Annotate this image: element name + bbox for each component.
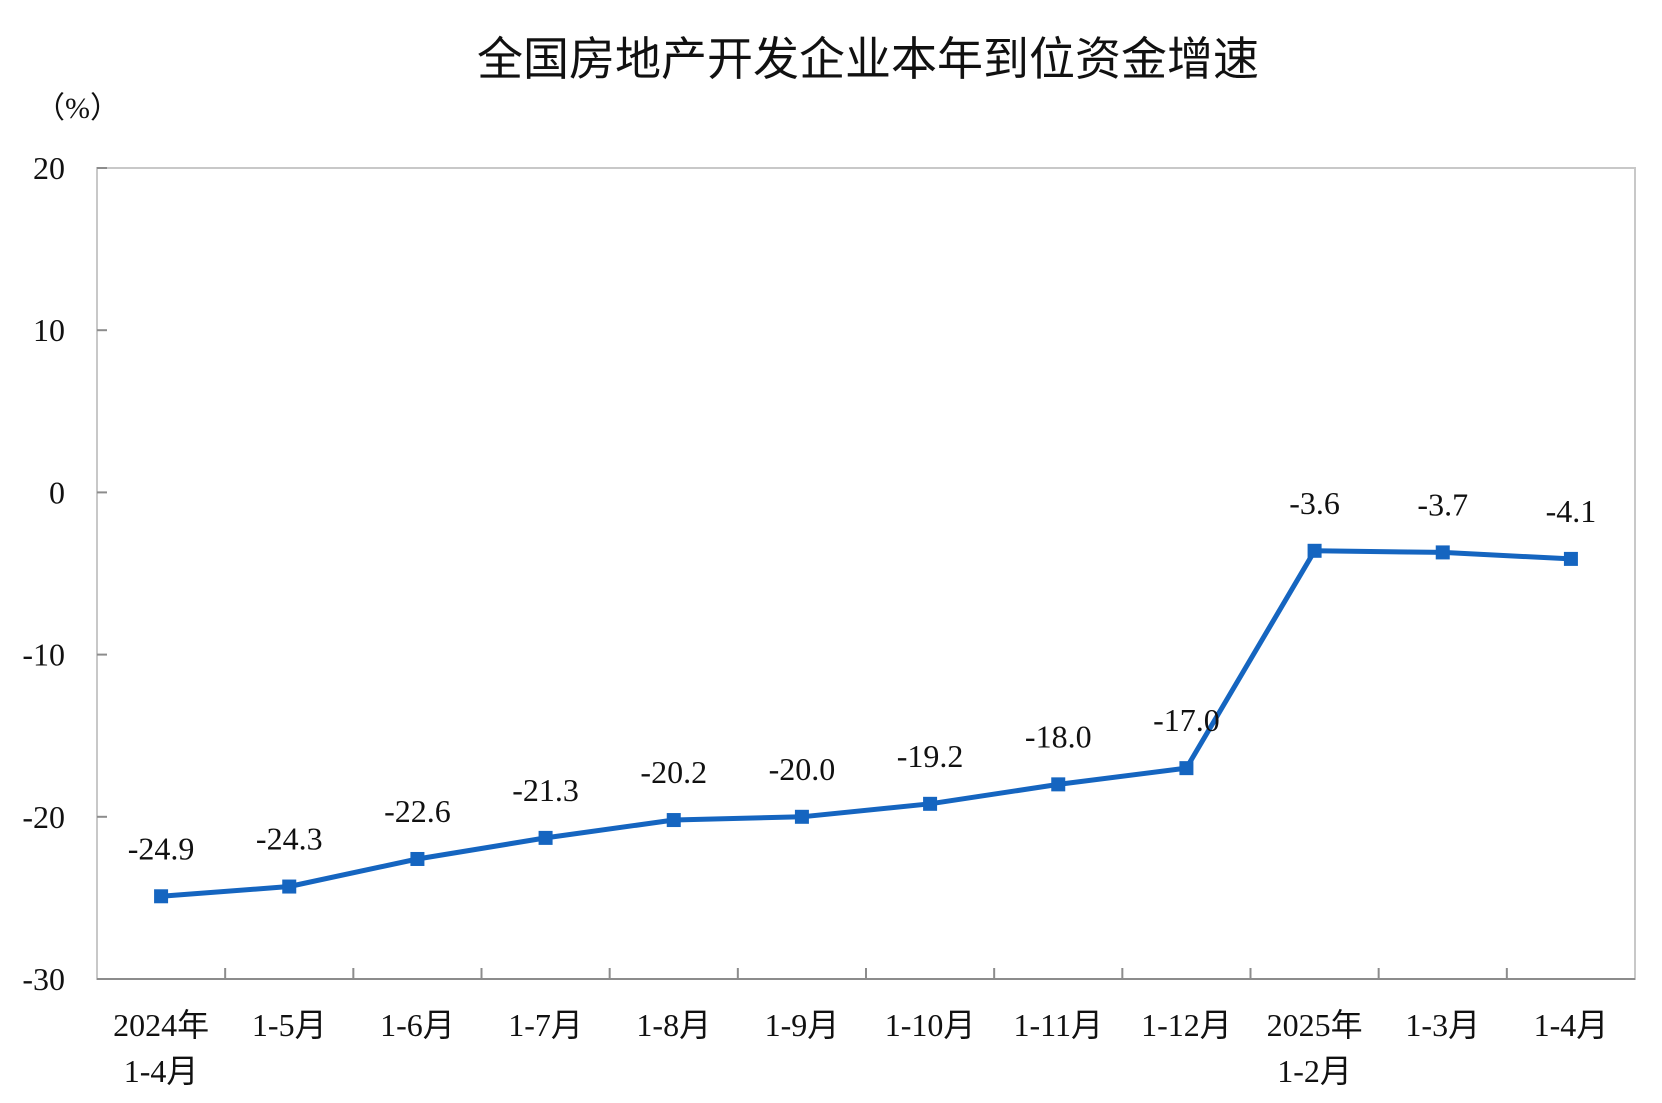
data-label: -24.3 xyxy=(256,821,323,857)
data-label: -24.9 xyxy=(128,830,195,866)
data-label: -18.0 xyxy=(1025,718,1092,754)
data-labels: -24.9 -24.3 -22.6 -21.3 -20.2 -20.0 -19.2 -18.0… xyxy=(128,485,1596,866)
series-line xyxy=(160,548,1572,899)
data-point-marker xyxy=(666,813,681,828)
x-tick-label: 1-5月 xyxy=(252,1007,327,1043)
series-line-group xyxy=(154,543,1578,904)
x-tick-label: 1-7月 xyxy=(508,1007,583,1043)
y-tick-label: -30 xyxy=(22,961,65,997)
data-label: -3.6 xyxy=(1289,485,1340,521)
y-axis: 20 10 0 -10 -20 -30 xyxy=(22,150,107,997)
data-point-marker xyxy=(1179,761,1194,776)
data-point-marker xyxy=(1051,777,1066,792)
data-label: -22.6 xyxy=(384,793,451,829)
x-tick-label: 1-10月 xyxy=(885,1007,976,1043)
x-axis: 2024年 1-4月 1-5月 1-6月 1-7月 1-8月 1-9月 1-10月 1-11月 1… xyxy=(113,968,1608,1089)
data-point-marker xyxy=(538,830,553,845)
x-tick-label: 1-11月 xyxy=(1014,1007,1103,1043)
plot-area-frame xyxy=(96,167,1636,980)
data-point-marker xyxy=(154,889,169,904)
data-point-marker xyxy=(794,809,809,824)
data-label: -4.1 xyxy=(1546,493,1597,529)
data-label: -3.7 xyxy=(1417,486,1468,522)
data-label: -20.0 xyxy=(769,751,836,787)
data-label: -19.2 xyxy=(897,738,964,774)
data-label: -20.2 xyxy=(640,754,707,790)
data-point-marker xyxy=(1307,543,1322,558)
x-tick-label: 1-12月 xyxy=(1141,1007,1232,1043)
data-point-marker xyxy=(410,851,425,866)
chart-title: 全国房地产开发企业本年到位资金增速 xyxy=(477,32,1259,86)
x-tick-label: 2024年 xyxy=(113,1007,209,1043)
y-tick-label: 20 xyxy=(33,150,65,186)
y-tick-label: 10 xyxy=(33,312,65,348)
y-axis-unit-label: （%） xyxy=(35,92,120,125)
data-point-marker xyxy=(923,796,938,811)
x-tick-label: 1-4月 xyxy=(124,1053,199,1089)
data-point-marker xyxy=(1435,545,1450,560)
data-label: -21.3 xyxy=(512,772,579,808)
x-tick-label: 1-8月 xyxy=(636,1007,711,1043)
data-point-marker xyxy=(1563,551,1578,566)
x-tick-label: 1-4月 xyxy=(1534,1007,1609,1043)
x-tick-label: 2025年 xyxy=(1267,1007,1363,1043)
data-label: -17.0 xyxy=(1153,702,1220,738)
x-tick-label: 1-9月 xyxy=(765,1007,840,1043)
x-tick-label: 1-2月 xyxy=(1277,1053,1352,1089)
x-tick-label: 1-6月 xyxy=(380,1007,455,1043)
data-point-marker xyxy=(282,879,297,894)
x-tick-label: 1-3月 xyxy=(1405,1007,1480,1043)
y-tick-label: 0 xyxy=(49,474,65,510)
y-tick-label: -10 xyxy=(22,637,65,673)
y-tick-label: -20 xyxy=(22,799,65,835)
